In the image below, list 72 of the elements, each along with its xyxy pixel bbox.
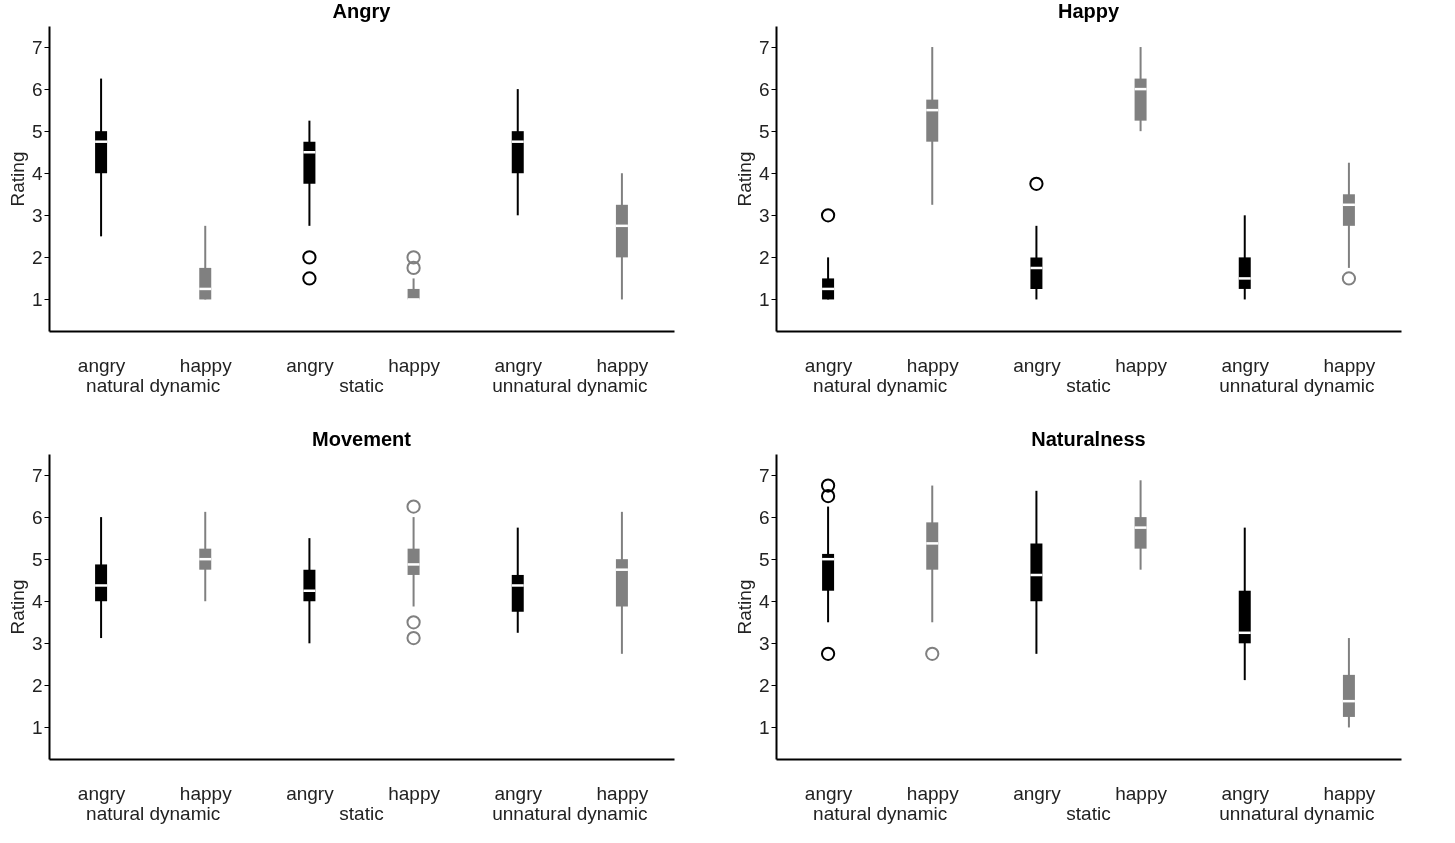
y-tick-label: 6 — [31, 506, 43, 528]
x-tick-label: happy — [596, 782, 649, 804]
y-tick-label: 2 — [31, 674, 43, 696]
text: natural dynamic — [813, 803, 948, 824]
y-tick-label: 3 — [31, 204, 43, 226]
x-tick-label: angry — [286, 354, 335, 376]
x-tick-label: angry — [1013, 354, 1062, 376]
chart-title: Movement — [312, 428, 412, 450]
x-tick-label: angry — [1013, 782, 1062, 804]
y-axis-title: Rating — [733, 151, 755, 207]
y-tick-label: 3 — [758, 204, 770, 226]
x-tick-label: angry — [77, 354, 126, 376]
x-tick-label: angry — [1221, 354, 1270, 376]
text: natural dynamic — [86, 375, 221, 396]
y-tick-label: 6 — [758, 506, 770, 528]
y-tick-label: 4 — [31, 162, 43, 184]
text: unnatural dynamic — [1219, 375, 1375, 396]
y-axis-title: Rating — [6, 579, 28, 635]
y-tick-label: 4 — [758, 590, 770, 612]
x-tick-label: angry — [804, 782, 853, 804]
y-tick-label: 5 — [31, 120, 43, 142]
y-axis-title: Rating — [6, 151, 28, 207]
text: unnatural dynamic — [1219, 803, 1375, 824]
x-tick-label: angry — [77, 782, 126, 804]
x-tick-label: happy — [906, 782, 960, 804]
chart-title: Angry — [332, 0, 392, 22]
y-tick-label: 3 — [31, 632, 43, 654]
y-tick-label: 7 — [758, 36, 770, 58]
y-tick-label: 2 — [758, 246, 770, 268]
y-tick-label: 4 — [758, 162, 770, 184]
chart-title: Naturalness — [1031, 428, 1146, 450]
x-tick-label: happy — [596, 354, 649, 376]
text: unnatural dynamic — [492, 803, 648, 824]
y-tick-label: 6 — [31, 78, 43, 100]
y-tick-label: 2 — [31, 246, 43, 268]
x-tick-label: happy — [388, 354, 441, 376]
y-tick-label: 2 — [758, 674, 770, 696]
text: natural dynamic — [813, 375, 948, 396]
y-tick-label: 1 — [31, 288, 43, 310]
y-tick-label: 4 — [31, 590, 43, 612]
x-tick-label: happy — [179, 782, 233, 804]
text: static — [339, 803, 384, 824]
y-tick-label: 5 — [758, 548, 770, 570]
text: natural dynamic — [86, 803, 221, 824]
x-tick-label: happy — [1323, 354, 1376, 376]
x-tick-label: happy — [1323, 782, 1376, 804]
y-tick-label: 1 — [31, 716, 43, 738]
y-tick-label: 5 — [31, 548, 43, 570]
y-tick-label: 7 — [758, 464, 770, 486]
x-tick-label: angry — [1221, 782, 1270, 804]
text: static — [1066, 375, 1111, 396]
text: unnatural dynamic — [492, 375, 648, 396]
x-tick-label: angry — [494, 354, 543, 376]
x-tick-label: angry — [494, 782, 543, 804]
text: static — [339, 375, 384, 396]
y-tick-label: 1 — [758, 716, 770, 738]
x-tick-label: happy — [388, 782, 441, 804]
y-axis-title: Rating — [733, 579, 755, 635]
chart-title: Happy — [1057, 0, 1120, 22]
y-tick-label: 6 — [758, 78, 770, 100]
y-tick-label: 7 — [31, 36, 43, 58]
text: static — [1066, 803, 1111, 824]
y-tick-label: 1 — [758, 288, 770, 310]
y-tick-label: 7 — [31, 464, 43, 486]
x-tick-label: angry — [804, 354, 853, 376]
x-tick-label: happy — [179, 354, 233, 376]
x-tick-label: happy — [906, 354, 960, 376]
x-tick-label: happy — [1115, 782, 1168, 804]
y-tick-label: 3 — [758, 632, 770, 654]
y-tick-label: 5 — [758, 120, 770, 142]
x-tick-label: angry — [286, 782, 335, 804]
x-tick-label: happy — [1115, 354, 1168, 376]
